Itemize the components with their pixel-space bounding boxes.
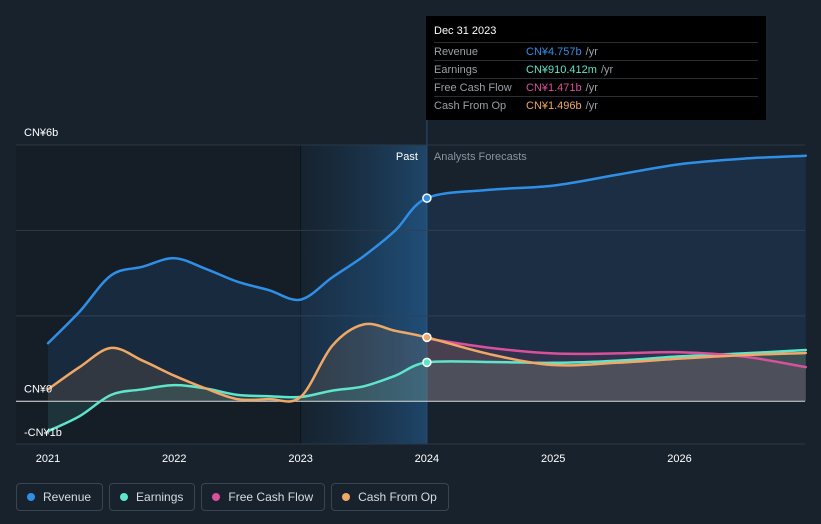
y-axis-label: CN¥6b [24, 127, 58, 139]
legend-item-free-cash-flow[interactable]: Free Cash Flow [201, 483, 326, 511]
hover-tooltip: Dec 31 2023 Revenue CN¥4.757b/yr Earnings C… [426, 16, 766, 120]
tooltip-row-label: Cash From Op [434, 99, 507, 112]
tooltip-row: Cash From Op CN¥1.496b/yr [434, 96, 758, 114]
legend-item-label: Free Cash Flow [228, 490, 314, 504]
earnings-area [48, 350, 806, 432]
legend-dot-icon [27, 493, 35, 501]
earnings-marker [422, 357, 432, 368]
tooltip-row: Free Cash Flow CN¥1.471b/yr [434, 78, 758, 96]
x-tick-label: 2021 [36, 453, 60, 465]
legend-item-label: Earnings [136, 490, 184, 504]
legend-dot-icon [212, 493, 221, 501]
tooltip-row-unit: /yr [600, 63, 614, 76]
earnings-line [46, 348, 808, 433]
x-tick-label: 2026 [667, 453, 691, 465]
tooltip-row-unit: /yr [585, 99, 598, 112]
tooltip-date: Dec 31 2023 [434, 25, 497, 37]
legend-item-revenue[interactable]: Revenue [16, 483, 104, 511]
revenue-line [46, 154, 808, 345]
legend-dot-icon [342, 493, 351, 501]
chart-legend: Revenue Earnings Free Cash Flow Cash From O… [16, 483, 449, 511]
legend-item-label: Cash From Op [358, 490, 437, 504]
x-tick-label: 2025 [541, 453, 565, 465]
tooltip-row-label: Free Cash Flow [434, 81, 512, 94]
x-tick-label: 2022 [162, 453, 186, 465]
tooltip-row-value: CN¥1.471b [526, 81, 582, 94]
legend-dot-icon [120, 493, 129, 501]
tooltip-row: Earnings CN¥910.412m/yr [434, 60, 758, 78]
y-axis-label: CN¥0 [24, 383, 52, 395]
tooltip-row-unit: /yr [585, 45, 598, 58]
tooltip-row: Revenue CN¥4.757b/yr [434, 42, 758, 60]
legend-item-label: Revenue [43, 490, 92, 504]
highlight-region [300, 145, 427, 444]
tooltip-row-label: Revenue [434, 45, 479, 58]
tooltip-row-value: CN¥1.496b [526, 99, 582, 112]
cash-from-op-line [46, 322, 808, 403]
revenue-area [48, 155, 806, 402]
tooltip-row-unit: /yr [585, 81, 598, 94]
revenue-marker [422, 193, 432, 203]
x-tick-label: 2024 [415, 453, 439, 465]
x-tick-label: 2023 [288, 453, 312, 465]
cash-from-op-marker [422, 332, 432, 343]
tooltip-row-value: CN¥4.757b [526, 45, 582, 58]
past-label: Past [396, 151, 418, 163]
tooltip-row-value: CN¥910.412m [526, 63, 597, 76]
y-axis-label: -CN¥1b [24, 427, 62, 439]
forecast-label: Analysts Forecasts [434, 151, 527, 163]
tooltip-row-label: Earnings [434, 63, 478, 76]
legend-item-earnings[interactable]: Earnings [109, 483, 196, 511]
legend-item-cash-from-op[interactable]: Cash From Op [331, 483, 449, 511]
